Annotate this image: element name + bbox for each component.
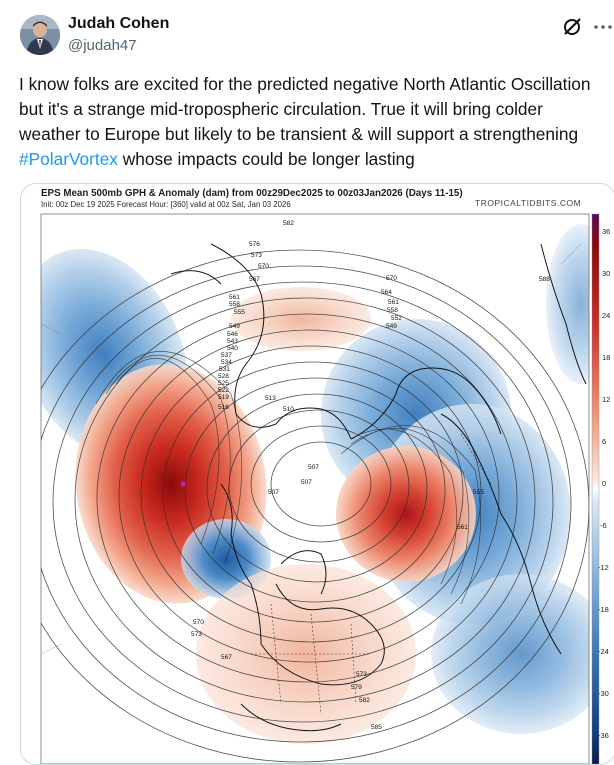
contour-label: 564 [381, 289, 392, 296]
contour-label: 507 [308, 464, 319, 471]
contour-label: 567 [221, 654, 232, 661]
colorbar-tick: 18 [602, 353, 610, 362]
contour-label: 537 [221, 352, 232, 359]
author-handle[interactable]: @judah47 [68, 37, 137, 54]
tweet-body-end: whose impacts could be longer lasting [117, 149, 415, 169]
colorbar: 36 30 24 18 12 6 0 -6 -12 -18 -24 -30 -3… [591, 213, 610, 764]
colorbar-tick: -24 [598, 647, 609, 656]
tweet-media-image[interactable]: 582 576 573 570 567 561 558 555 549 546 … [20, 183, 614, 765]
colorbar-tick: 36 [602, 227, 610, 236]
tweet-text: I know folks are excited for the predict… [19, 72, 609, 172]
contour-label: 582 [359, 697, 370, 704]
contour-label: 570 [193, 619, 204, 626]
map-header: EPS Mean 500mb GPH & Anomaly (dam) from … [41, 188, 611, 212]
contour-label: 522 [218, 387, 229, 394]
contour-label: 507 [301, 479, 312, 486]
contour-label: 558 [387, 307, 398, 314]
contour-label: 573 [191, 631, 202, 638]
contour-label: 531 [219, 366, 230, 373]
contour-label: 549 [386, 323, 397, 330]
contour-label: 552 [391, 315, 402, 322]
contour-label: 555 [234, 309, 245, 316]
colorbar-tick: -36 [598, 731, 609, 740]
gph-anomaly-map: 582 576 573 570 567 561 558 555 549 546 … [40, 213, 610, 764]
contour-label: 546 [227, 331, 238, 338]
contour-label: 585 [371, 724, 382, 731]
avatar-image [20, 15, 60, 55]
contour-label: 510 [283, 406, 294, 413]
contour-label: 573 [356, 671, 367, 678]
contour-label: 507 [268, 489, 279, 496]
max-marker [180, 481, 186, 487]
contour-label: 528 [218, 373, 229, 380]
contour-label: 516 [218, 404, 229, 411]
colorbar-tick: -18 [598, 605, 609, 614]
colorbar-tick: -30 [598, 689, 609, 698]
more-options-icon[interactable] [592, 16, 614, 38]
map-source-watermark: TROPICALTIDBITS.COM [475, 198, 582, 208]
grok-icon[interactable] [561, 16, 583, 38]
contour-label: 561 [388, 299, 399, 306]
contour-label: 561 [229, 294, 240, 301]
contour-label: 549 [229, 323, 240, 330]
contour-label: 513 [265, 395, 276, 402]
contour-label: 570 [258, 263, 269, 270]
contour-label: 525 [218, 380, 229, 387]
contour-label: 519 [218, 394, 229, 401]
contour-label: 543 [227, 338, 238, 345]
colorbar-tick: 6 [602, 437, 606, 446]
contour-label: 534 [221, 359, 232, 366]
contour-label: 570 [386, 275, 397, 282]
colorbar-tick: 30 [602, 269, 610, 278]
contour-label: 582 [283, 220, 294, 227]
colorbar-tick: 24 [602, 311, 610, 320]
map-subtitle: Init: 00z Dec 19 2025 Forecast Hour: [36… [41, 200, 291, 209]
author-name[interactable]: Judah Cohen [68, 15, 170, 32]
avatar[interactable] [20, 15, 60, 55]
contour-label: 576 [249, 241, 260, 248]
hashtag-link[interactable]: #PolarVortex [19, 149, 118, 169]
colorbar-tick: 12 [602, 395, 610, 404]
contour-label: 555 [473, 489, 484, 496]
colorbar-tick: -6 [600, 521, 607, 530]
contour-label: 579 [351, 684, 362, 691]
colorbar-tick: -12 [598, 563, 609, 572]
colorbar-tick: 0 [602, 479, 606, 488]
contour-label: 567 [249, 276, 260, 283]
tweet-body: I know folks are excited for the predict… [19, 74, 591, 144]
map-title: EPS Mean 500mb GPH & Anomaly (dam) from … [41, 188, 463, 199]
contour-label: 540 [227, 345, 238, 352]
contour-label: 588 [539, 276, 550, 283]
contour-label: 573 [251, 252, 262, 259]
contour-label: 561 [457, 524, 468, 531]
contour-label: 558 [229, 301, 240, 308]
